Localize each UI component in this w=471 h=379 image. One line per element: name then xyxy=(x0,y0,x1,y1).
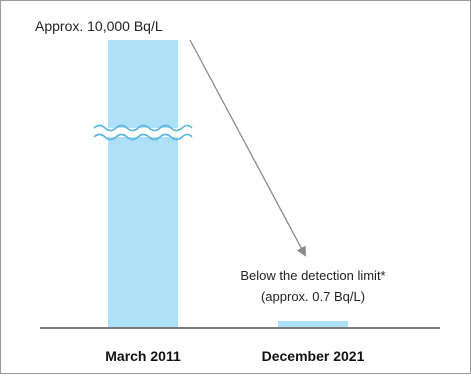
axis-break-gap xyxy=(94,128,192,137)
second-value-label-line1: Below the detection limit* xyxy=(240,268,385,283)
bar-march-2011 xyxy=(108,40,178,327)
category-label-march-2011: March 2011 xyxy=(105,348,181,364)
axis-break-wave-2 xyxy=(93,133,193,141)
axis-break xyxy=(93,124,193,141)
bar-december-2021 xyxy=(278,321,348,327)
category-label-december-2021: December 2021 xyxy=(262,348,365,364)
second-value-label-line2: (approx. 0.7 Bq/L) xyxy=(261,289,365,304)
annotation-arrow xyxy=(189,39,306,257)
first-value-label: Approx. 10,000 Bq/L xyxy=(35,18,163,34)
bars-layer xyxy=(108,40,348,327)
axis-break-wave-1 xyxy=(93,124,193,132)
